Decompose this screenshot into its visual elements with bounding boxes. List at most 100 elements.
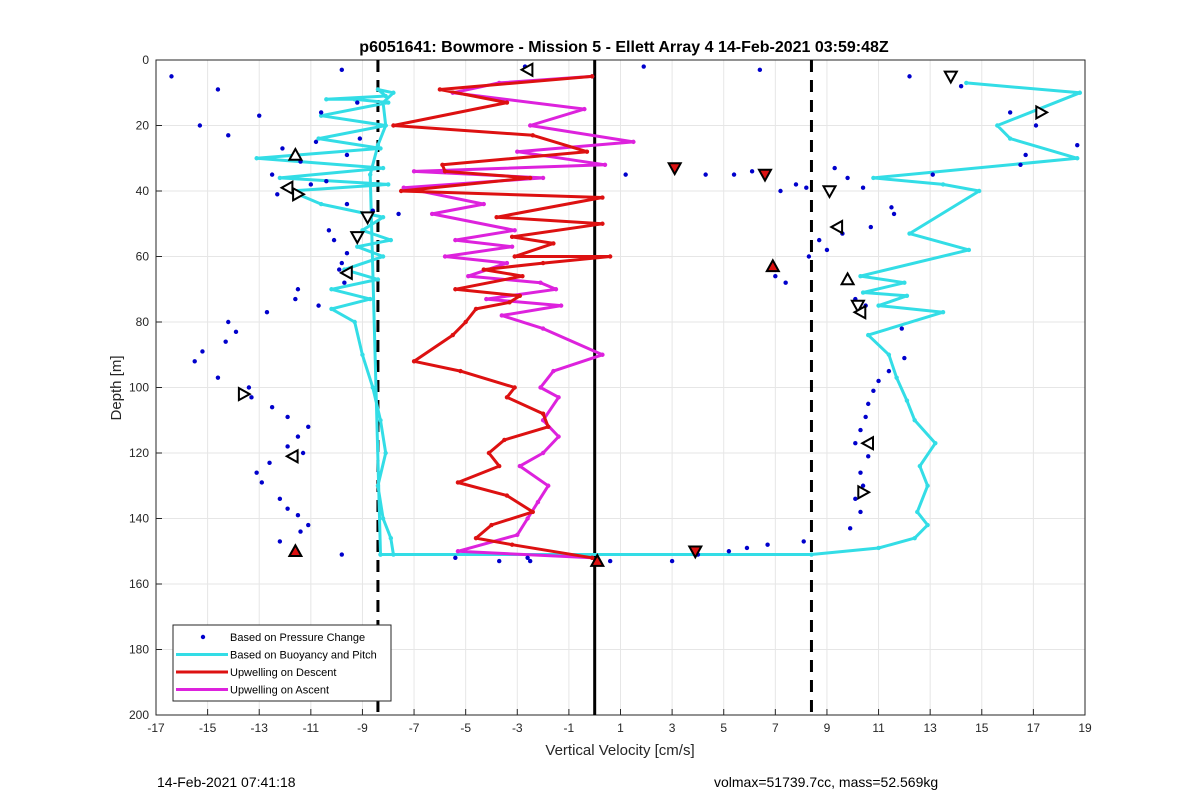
- descent-upwelling-line-point: [551, 241, 556, 246]
- direction-marker: [667, 162, 683, 177]
- buoyancy-pitch-line-point: [1077, 90, 1083, 95]
- direction-marker: [359, 211, 376, 226]
- pressure-point: [259, 480, 265, 485]
- pressure-point: [197, 123, 203, 128]
- pressure-point: [1033, 123, 1039, 128]
- buoyancy-pitch-line-point: [378, 146, 383, 151]
- ascent-upwelling-line-point: [455, 549, 461, 554]
- x-tick-label: -3: [512, 721, 523, 735]
- descent-upwelling-line-point: [481, 267, 486, 272]
- y-tick-label: 120: [129, 446, 149, 460]
- pressure-point: [285, 444, 290, 449]
- pressure-point: [497, 558, 502, 564]
- ascent-upwelling-line-point: [499, 313, 504, 318]
- x-tick-label: 1: [617, 721, 624, 735]
- ascent-upwelling-line-point: [429, 211, 435, 217]
- descent-upwelling-line-point: [589, 74, 595, 79]
- ascent-upwelling-line-point: [540, 450, 546, 456]
- pressure-point: [726, 549, 732, 554]
- pressure-point: [669, 558, 675, 564]
- x-tick-label: 19: [1078, 721, 1092, 735]
- ascent-upwelling-line-point: [631, 139, 636, 145]
- pressure-point: [342, 280, 347, 285]
- descent-upwelling-line-point: [502, 437, 507, 443]
- ascent-upwelling-line-point: [540, 326, 546, 331]
- descent-upwelling-line-point: [489, 522, 494, 528]
- pressure-point: [623, 172, 628, 177]
- buoyancy-pitch-line-point: [380, 165, 386, 171]
- y-tick-label: 80: [136, 315, 150, 329]
- buoyancy-pitch-line-point: [388, 535, 394, 541]
- pressure-point: [958, 84, 964, 89]
- pressure-point: [316, 303, 321, 308]
- buoyancy-pitch-line-point: [915, 509, 920, 515]
- y-tick-label: 60: [136, 250, 150, 264]
- buoyancy-pitch-line-point: [324, 97, 329, 102]
- footer-volume-mass: volmax=51739.7cc, mass=52.569kg: [714, 774, 939, 790]
- buoyancy-pitch-line-point: [876, 303, 881, 308]
- pressure-point: [277, 496, 283, 502]
- descent-upwelling-line-point: [530, 509, 535, 515]
- x-tick-label: 5: [720, 721, 727, 735]
- buoyancy-pitch-line-point: [318, 113, 324, 118]
- pressure-point: [344, 201, 350, 207]
- legend-pressure-swatch: [200, 634, 206, 640]
- pressure-point: [169, 74, 174, 79]
- pressure-point: [318, 110, 324, 115]
- descent-upwelling-line-point: [453, 287, 458, 292]
- pressure-point: [267, 460, 272, 466]
- legend-label: Based on Pressure Change: [230, 632, 365, 644]
- direction-marker: [287, 146, 304, 161]
- buoyancy-pitch-line-point: [995, 123, 1000, 128]
- descent-upwelling-line-point: [450, 332, 455, 338]
- pressure-point: [200, 349, 205, 354]
- x-tick-label: -1: [564, 721, 575, 735]
- pressure-point: [339, 552, 344, 557]
- buoyancy-pitch-line-point: [378, 418, 383, 423]
- descent-upwelling-line-point: [442, 169, 448, 174]
- pressure-point: [192, 359, 197, 364]
- pressure-point: [824, 247, 830, 253]
- legend-label: Based on Buoyancy and Pitch: [230, 650, 377, 662]
- pressure-point: [866, 401, 871, 407]
- buoyancy-pitch-line: [255, 81, 1082, 556]
- pressure-point: [280, 146, 285, 151]
- pressure-point: [306, 522, 311, 528]
- plot-area: -17 -15 -13 -11 -9 -7 -5 -3 -1 1 3 5 7 9 11 13 15 17 19020…: [129, 53, 1092, 735]
- pressure-point: [853, 440, 858, 446]
- buoyancy-pitch-line-point: [912, 535, 917, 541]
- x-tick-label: 13: [923, 721, 937, 735]
- buoyancy-pitch-line-point: [966, 247, 972, 253]
- direction-marker: [237, 386, 252, 402]
- pressure-point: [891, 211, 897, 217]
- pressure-point: [832, 165, 837, 171]
- buoyancy-pitch-line-point: [933, 440, 938, 446]
- direction-marker: [852, 304, 867, 320]
- descent-upwelling-line-point: [517, 293, 523, 298]
- pressure-point: [703, 172, 708, 177]
- ascent-upwelling-line-point: [556, 395, 561, 400]
- pressure-point: [246, 385, 252, 390]
- pressure-point: [215, 375, 221, 380]
- buoyancy-pitch-line-point: [976, 188, 982, 194]
- ascent-upwelling-line-point: [527, 123, 533, 128]
- ascent-upwelling-line-point: [484, 296, 489, 302]
- pressure-point: [226, 133, 231, 138]
- ascent-upwelling-line-point: [466, 273, 471, 279]
- pressure-point: [233, 329, 239, 335]
- ascent-upwelling-line-point: [442, 254, 448, 259]
- buoyancy-pitch-line-point: [378, 552, 383, 557]
- y-tick-label: 40: [136, 184, 150, 198]
- direction-marker: [338, 265, 353, 281]
- pressure-point: [344, 251, 350, 256]
- direction-marker: [287, 543, 304, 557]
- descent-upwelling-line-point: [440, 162, 445, 167]
- pressure-point: [868, 224, 874, 230]
- pressure-point: [1018, 162, 1023, 167]
- buoyancy-pitch-line-point: [925, 522, 930, 528]
- pressure-point: [357, 136, 363, 141]
- descent-upwelling-line-point: [497, 463, 502, 469]
- descent-upwelling-line-point: [437, 87, 443, 92]
- direction-marker: [284, 448, 299, 464]
- chart-title: p6051641: Bowmore - Mission 5 - Ellett A…: [359, 39, 889, 56]
